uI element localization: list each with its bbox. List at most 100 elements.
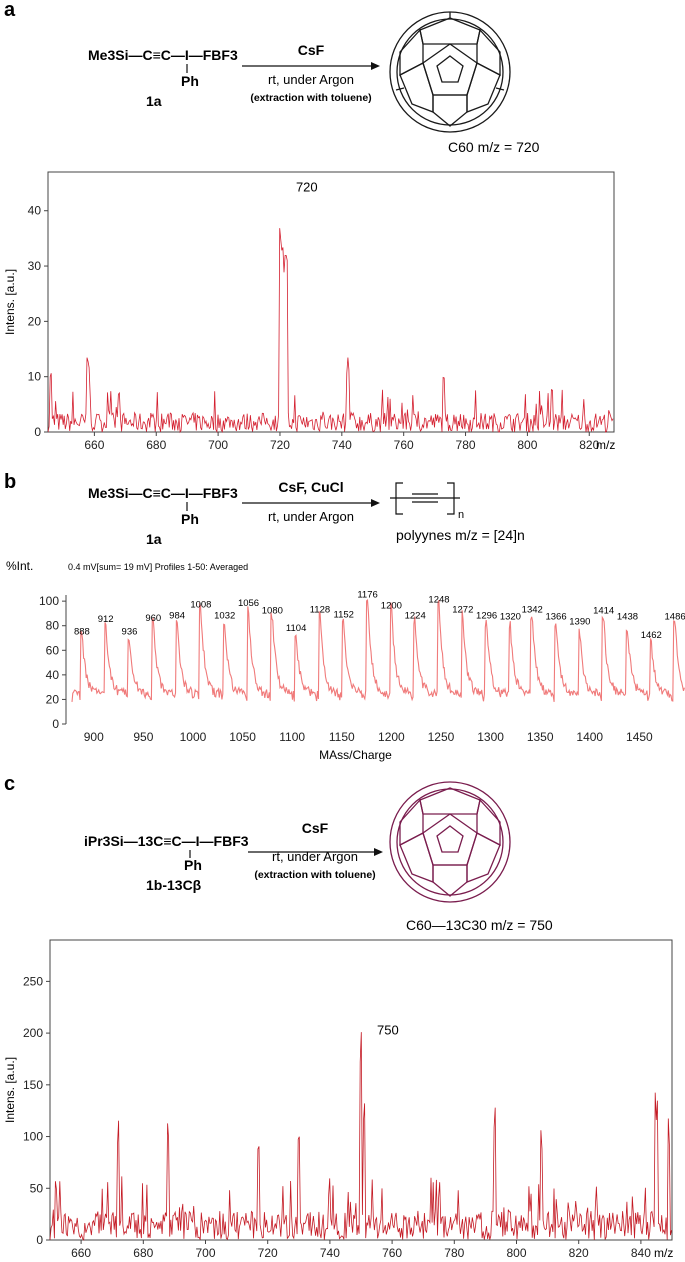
y-tick-label: 200 xyxy=(23,1026,43,1040)
peak-label: 1200 xyxy=(381,601,402,612)
x-tick-label: 800 xyxy=(506,1246,526,1260)
peak-label: 936 xyxy=(122,626,138,637)
panel-letter-b: b xyxy=(4,471,16,493)
x-tick-label: 760 xyxy=(394,438,414,452)
chart-c: 660 680 700 720 740 760 780 800 820 840 0 50 100 150 2… xyxy=(3,939,673,1260)
x-axis-label: MAss/Charge xyxy=(319,748,392,762)
reagent-label-c: 1b-13Cβ xyxy=(146,877,202,893)
x-tick-label: 800 xyxy=(517,438,537,452)
panel-letter-c: c xyxy=(4,773,15,795)
chart-frame xyxy=(47,171,615,433)
peak-label: 1056 xyxy=(238,598,259,609)
x-tick-label: 680 xyxy=(146,438,166,452)
x-tick-label: 950 xyxy=(133,730,153,744)
y-tick-label: 10 xyxy=(28,370,42,384)
peak-label: 750 xyxy=(377,1023,399,1038)
product-label-b: polyynes m/z = [24]n xyxy=(396,527,525,543)
y-tick-label: 100 xyxy=(23,1130,43,1144)
reagent-substituent-b: Ph xyxy=(181,511,199,527)
y-tick-label: 0 xyxy=(36,1233,43,1247)
x-tick-label: 740 xyxy=(320,1246,340,1260)
peak-label: 912 xyxy=(98,614,114,625)
x-tick-label: 1100 xyxy=(279,730,305,744)
peak-label: 1248 xyxy=(428,595,449,606)
x-tick-label: 820 xyxy=(569,1246,589,1260)
reagent-substituent-a: Ph xyxy=(181,73,199,89)
y-tick-label: 150 xyxy=(23,1078,43,1092)
y-tick-label: 50 xyxy=(30,1181,44,1195)
x-axis-label: m/z xyxy=(596,438,615,452)
x-tick-label: 1150 xyxy=(329,730,355,744)
x-tick-label: 1450 xyxy=(626,730,653,744)
x-tick-label: 820 xyxy=(579,438,599,452)
panel-letter-a: a xyxy=(4,0,16,21)
x-tick-label: 740 xyxy=(332,438,352,452)
peak-label: 1462 xyxy=(641,630,662,641)
ylabel-top-b: %Int. xyxy=(6,559,33,573)
arrowhead-b-icon xyxy=(371,499,380,507)
peak-label: 1080 xyxy=(262,606,283,617)
x-tick-label: 680 xyxy=(133,1246,153,1260)
labeled-c60-molecule-icon xyxy=(389,781,511,903)
arrowhead-a-icon xyxy=(371,62,380,70)
product-label-c: C60—13C30 m/z = 750 xyxy=(406,917,553,933)
peak-label: 1438 xyxy=(617,612,638,623)
panel-b: b Me3Si—C≡C—I—FBF3 Ph 1a CsF, CuCl rt, u… xyxy=(4,471,685,762)
peak-label: 1390 xyxy=(569,617,590,628)
y-axis-label: Intens. [a.u.] xyxy=(3,269,17,335)
peak-label: 960 xyxy=(145,613,161,624)
reagent-formula-a: Me3Si—C≡C—I—FBF3 xyxy=(88,47,238,63)
x-tick-label: 760 xyxy=(382,1246,402,1260)
arrow-below1-c: rt, under Argon xyxy=(272,849,358,864)
arrow-below2-a: (extraction with toluene) xyxy=(250,92,371,104)
arrow-above-c: CsF xyxy=(302,820,329,836)
peak-label: 1296 xyxy=(476,610,497,621)
y-tick-label: 0 xyxy=(52,717,59,731)
peak-label: 984 xyxy=(169,610,185,621)
arrow-above-a: CsF xyxy=(298,42,325,58)
arrowhead-c-icon xyxy=(374,848,383,856)
arrow-below2-c: (extraction with toluene) xyxy=(254,869,375,881)
y-tick-label: 0 xyxy=(34,425,41,439)
y-tick-label: 40 xyxy=(46,668,60,682)
peak-label: 1486 xyxy=(665,612,685,623)
y-tick-label: 40 xyxy=(28,204,42,218)
x-tick-label: 1200 xyxy=(378,730,405,744)
arrow-below1-b: rt, under Argon xyxy=(268,509,354,524)
x-tick-label: 720 xyxy=(270,438,290,452)
chart-a: 660 680 700 720 740 760 780 800 820 0 10 20 30 40 m/z I… xyxy=(3,171,615,452)
peak-label: 1366 xyxy=(545,612,566,623)
peak-label: 720 xyxy=(296,180,318,195)
x-tick-label: 1300 xyxy=(477,730,504,744)
peak-label: 1104 xyxy=(286,623,306,634)
x-tick-label: 1350 xyxy=(527,730,554,744)
chart-b: 900 950 1000 1050 1100 1150 1200 1250 1300 1350 14… xyxy=(39,590,685,762)
spectrum-trace-a xyxy=(47,228,614,434)
x-tick-label: 700 xyxy=(195,1246,215,1260)
x-tick-label: 1400 xyxy=(576,730,603,744)
x-tick-label: 780 xyxy=(444,1246,464,1260)
y-tick-label: 20 xyxy=(28,314,42,328)
peak-label: 1272 xyxy=(452,604,473,615)
c60-molecule-icon xyxy=(389,11,511,133)
y-tick-label: 100 xyxy=(39,594,59,608)
y-tick-label: 60 xyxy=(46,643,60,657)
peak-label: 1176 xyxy=(357,590,377,601)
x-tick-label: 1250 xyxy=(428,730,455,744)
arrow-below1-a: rt, under Argon xyxy=(268,72,354,87)
peak-label: 1224 xyxy=(405,610,426,621)
peak-label: 1320 xyxy=(500,612,521,623)
x-tick-label: 840 xyxy=(631,1246,651,1260)
panel-c: c iPr3Si—13C≡C—I—FBF3 Ph 1b-13Cβ CsF rt,… xyxy=(3,773,673,1260)
reagent-label-a: 1a xyxy=(146,93,162,109)
spectrum-trace-b xyxy=(71,598,685,702)
y-tick-label: 20 xyxy=(46,692,60,706)
x-tick-label: 780 xyxy=(456,438,476,452)
x-tick-label: 660 xyxy=(71,1246,91,1260)
peak-label: 1152 xyxy=(334,609,354,620)
y-axis-label: Intens. [a.u.] xyxy=(3,1057,17,1123)
y-tick-label: 30 xyxy=(28,259,42,273)
peak-label: 1008 xyxy=(190,599,211,610)
peak-label: 1032 xyxy=(214,610,235,621)
